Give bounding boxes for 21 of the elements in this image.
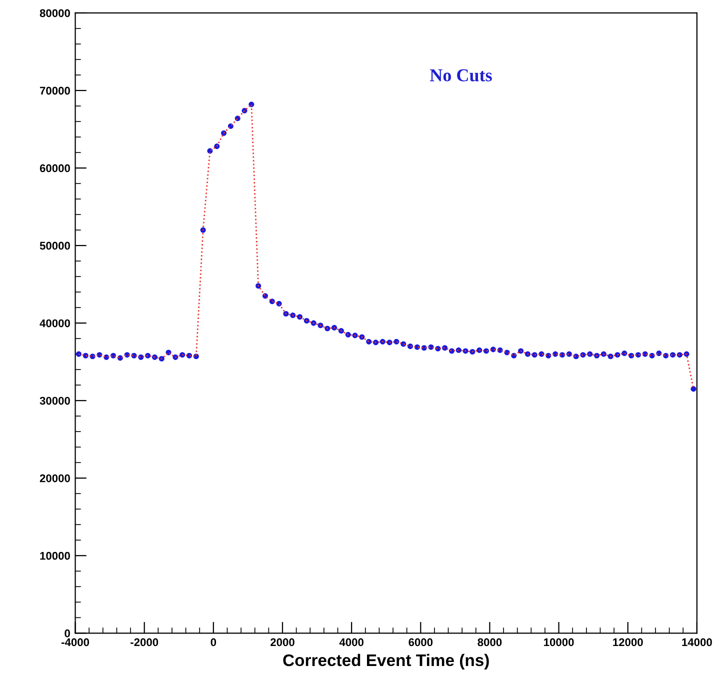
y-tick-label: 80000 <box>40 9 70 18</box>
x-tick-label: 2000 <box>270 638 294 646</box>
x-tick-label: 14000 <box>682 638 712 646</box>
x-tick-label: -2000 <box>130 638 158 646</box>
y-tick-label: 40000 <box>40 319 70 328</box>
x-tick-label: 10000 <box>544 638 574 646</box>
x-tick-label: 0 <box>210 638 216 646</box>
y-tick-label: 10000 <box>40 552 70 560</box>
y-tick-label: 30000 <box>40 396 70 405</box>
x-axis-title: Corrected Event Time (ns) <box>283 654 489 670</box>
x-tick-label: -4000 <box>62 638 90 646</box>
x-tick-label: 4000 <box>339 638 364 646</box>
y-tick-label: 50000 <box>40 242 70 250</box>
x-tick-label: 12000 <box>613 638 643 646</box>
x-tick-label: 6000 <box>408 638 433 646</box>
x-tick-label: 8000 <box>478 638 502 646</box>
y-tick-label: 70000 <box>40 86 70 95</box>
y-tick-label: 0 <box>64 629 70 638</box>
annotation: No Cuts <box>430 69 492 82</box>
y-tick-label: 20000 <box>40 474 70 482</box>
y-tick-label: 60000 <box>40 164 70 172</box>
